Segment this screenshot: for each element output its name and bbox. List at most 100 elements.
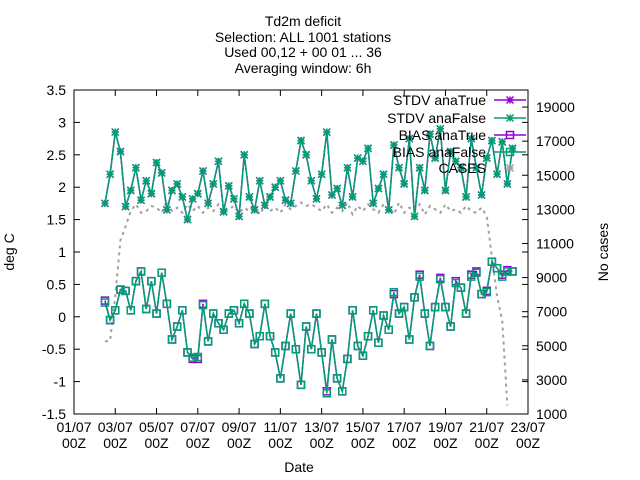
legend-label: BIAS anaFalse: [393, 144, 487, 160]
data-point: [420, 186, 429, 195]
data-point: [234, 319, 244, 328]
data-point: [265, 331, 275, 341]
legend-entry: BIAS anaFalse: [393, 144, 526, 160]
data-point: [333, 184, 342, 193]
legend-label: BIAS anaTrue: [399, 127, 487, 143]
y-tick-label: 0: [58, 309, 66, 325]
y2-axis-label: No cases: [595, 223, 611, 281]
x-tick-label-date: 09/07: [222, 419, 257, 435]
data-point: [369, 199, 378, 208]
data-point: [157, 168, 166, 177]
data-point: [255, 176, 264, 185]
cases-line: [104, 198, 509, 406]
data-point: [477, 190, 486, 200]
data-point: [193, 352, 203, 362]
legend-entry: STDV anaTrue: [393, 92, 526, 108]
data-point: [415, 272, 424, 281]
data-point: [307, 176, 316, 185]
y-tick-label: 2.5: [47, 147, 67, 163]
data-point: [317, 348, 326, 357]
data-point: [198, 300, 208, 310]
data-point: [389, 287, 399, 297]
title-line-2: Selection: ALL 1001 stations: [215, 29, 391, 45]
data-point: [250, 339, 259, 349]
x-tick-label-hour: 00Z: [351, 435, 376, 451]
data-point: [131, 276, 141, 286]
data-point: [121, 286, 130, 296]
data-point: [394, 309, 404, 318]
data-point: [286, 309, 295, 318]
y2-axis-ticks: 1000 3000 5000 7000 9000 11000 13000 15000 17000…: [522, 99, 575, 422]
data-point: [152, 158, 161, 167]
data-point: [147, 189, 156, 198]
y2-tick-label: 19000: [536, 99, 575, 115]
data-point: [286, 199, 295, 208]
data-point: [301, 322, 311, 331]
x-tick-label-hour: 00Z: [392, 435, 417, 451]
data-point: [266, 192, 275, 201]
x-tick-label-date: 13/07: [304, 419, 339, 435]
data-point: [178, 192, 187, 201]
data-point: [405, 134, 414, 143]
data-point: [255, 331, 264, 341]
title-line-4: Averaging window: 6h: [235, 60, 372, 76]
data-point: [245, 192, 254, 201]
legend-marker: [505, 147, 515, 157]
x-axis-label: Date: [284, 459, 314, 475]
data-point: [451, 278, 461, 288]
data-point: [431, 154, 440, 163]
data-point: [111, 306, 120, 315]
data-point: [229, 306, 239, 315]
data-point: [410, 293, 419, 302]
legend-label: CASES: [439, 160, 486, 176]
y2-tick-label: 11000: [536, 235, 574, 251]
data-point: [348, 192, 357, 201]
data-point: [183, 348, 192, 357]
data-point: [467, 134, 476, 143]
data-point: [436, 124, 445, 133]
data-point: [317, 170, 326, 179]
data-point: [281, 341, 290, 351]
data-point: [363, 331, 373, 341]
data-point: [482, 154, 491, 163]
data-point: [250, 205, 259, 214]
y-tick-label: 0.5: [47, 276, 67, 292]
data-point: [312, 194, 321, 203]
data-point: [271, 183, 280, 192]
legend-entry: CASES: [439, 160, 515, 176]
data-point: [111, 128, 120, 137]
data-point: [100, 199, 109, 208]
data-point: [456, 283, 466, 292]
cases-layer: [104, 198, 509, 406]
legend-label: STDV anaFalse: [387, 110, 486, 126]
data-point: [343, 163, 352, 172]
data-point: [240, 150, 249, 159]
data-point: [462, 192, 471, 201]
data-point: [209, 309, 218, 318]
data-point: [204, 199, 213, 208]
x-tick-label-hour: 00Z: [144, 435, 169, 451]
x-tick-label-date: 11/07: [263, 419, 297, 435]
data-point: [162, 299, 172, 309]
x-tick-label-date: 01/07: [56, 419, 91, 435]
data-point: [348, 306, 357, 315]
data-point: [368, 306, 378, 315]
y2-tick-label: 1000: [536, 406, 567, 422]
data-point: [219, 325, 228, 335]
y2-tick-label: 7000: [536, 304, 567, 320]
x-tick-label-hour: 00Z: [62, 435, 87, 451]
series-layer: [100, 124, 517, 398]
data-point: [394, 163, 404, 172]
data-point: [193, 189, 202, 198]
x-tick-label-date: 05/07: [139, 419, 174, 435]
data-point: [358, 351, 368, 360]
data-point: [400, 179, 409, 188]
data-point: [441, 302, 450, 312]
title-line-1: Td2m deficit: [265, 13, 341, 29]
data-point: [178, 306, 187, 315]
data-point: [162, 205, 171, 214]
chart-title: Td2m deficit Selection: ALL 1001 station…: [215, 13, 391, 76]
